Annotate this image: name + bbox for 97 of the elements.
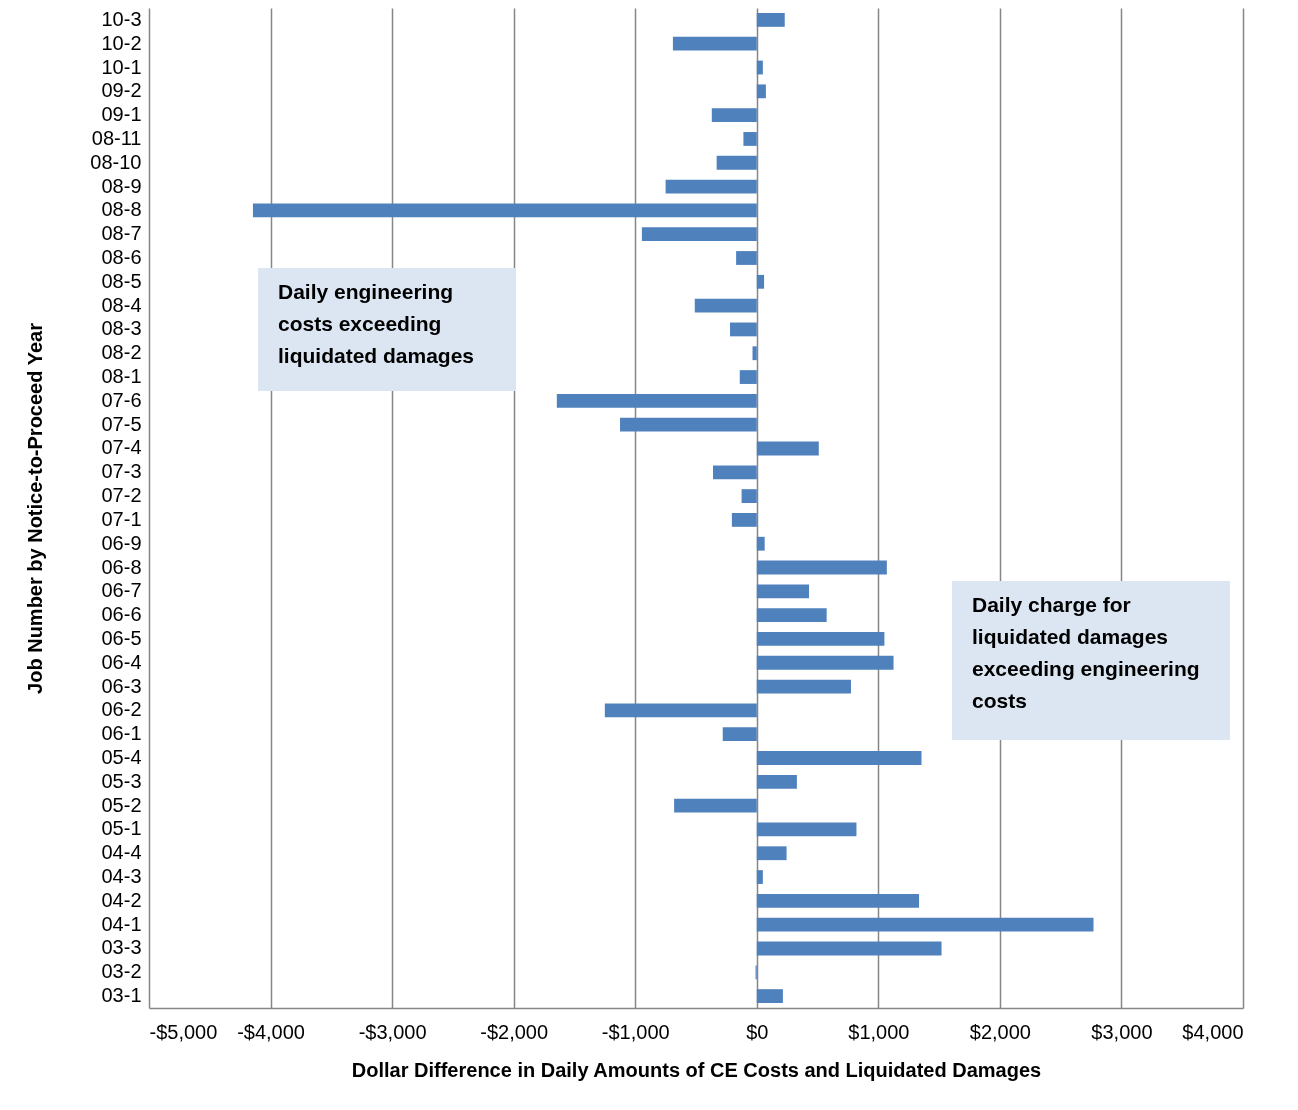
x-tick-label: -$2,000 <box>480 1020 549 1043</box>
bar <box>722 727 757 742</box>
y-tick-label: 09-1 <box>101 103 142 126</box>
y-tick-label: 08-2 <box>101 341 142 364</box>
y-tick-label: 08-1 <box>101 365 142 388</box>
bar <box>713 465 757 480</box>
y-tick-label: 05-4 <box>101 746 142 768</box>
y-tick-label: 04-4 <box>101 841 142 864</box>
y-tick-label: 06-1 <box>101 722 142 745</box>
bar <box>731 513 757 527</box>
bar <box>752 346 757 361</box>
y-tick-label: 07-3 <box>101 460 142 483</box>
x-tick-label: -$4,000 <box>237 1020 305 1043</box>
x-tick-label: $1,000 <box>848 1020 910 1043</box>
y-tick-label: 06-4 <box>101 650 142 673</box>
y-tick-label: 07-5 <box>101 412 142 435</box>
y-tick-label: 10-1 <box>101 55 142 78</box>
y-tick-label: 04-2 <box>101 888 142 911</box>
annotation: Daily charge for liquidated damages exceeding engineering costs <box>972 593 1200 712</box>
bar <box>756 751 922 765</box>
y-tick-label: 07-1 <box>101 507 142 530</box>
y-tick-label: 08-11 <box>91 126 142 149</box>
y-tick-label: 06-5 <box>101 626 142 649</box>
bar <box>556 393 757 408</box>
bar <box>739 370 757 384</box>
y-tick-label: 08-8 <box>101 198 142 221</box>
bar <box>620 417 757 432</box>
bar <box>741 489 757 503</box>
y-tick-label: 08-9 <box>101 174 142 197</box>
bar <box>756 655 894 670</box>
y-tick-label: 08-7 <box>101 222 142 245</box>
bar <box>756 60 763 75</box>
y-tick-label: 04-1 <box>101 912 142 935</box>
bar <box>756 870 763 884</box>
bar <box>756 560 887 575</box>
x-tick-label: $3,000 <box>1091 1020 1153 1043</box>
y-tick-label: 09-2 <box>101 79 142 102</box>
y-tick-label: 03-2 <box>101 960 142 983</box>
bar <box>672 36 757 51</box>
bar <box>665 179 757 194</box>
y-tick-label: 07-4 <box>101 436 142 459</box>
bar <box>736 251 757 265</box>
bar <box>756 989 783 1003</box>
annotation: Daily engineering costs exceeding liquidated damages <box>278 280 475 367</box>
bar <box>756 774 797 789</box>
y-tick-label: 10-3 <box>101 7 142 30</box>
bar <box>756 917 1094 932</box>
bar <box>756 274 765 289</box>
x-tick-label: $0 <box>746 1020 769 1043</box>
bar <box>756 846 787 861</box>
y-tick-label: 05-3 <box>101 769 142 792</box>
y-axis-title: Job Number by Notice-to-Proceed Year <box>24 322 47 694</box>
y-tick-label: 07-2 <box>101 484 142 507</box>
bar <box>756 84 766 99</box>
bar <box>756 893 920 908</box>
bar <box>756 632 885 646</box>
y-tick-label: 10-2 <box>101 31 142 54</box>
y-tick-label: 05-2 <box>101 793 142 816</box>
x-tick-label: $2,000 <box>969 1020 1031 1043</box>
bar <box>756 941 942 956</box>
y-tick-label: 06-8 <box>101 555 142 578</box>
bar <box>756 584 810 599</box>
y-tick-label: 08-6 <box>101 246 142 268</box>
bar <box>730 322 757 337</box>
y-tick-label: 06-2 <box>101 698 142 721</box>
x-axis-title: Dollar Difference in Daily Amounts of CE Costs and Liquidated Damages <box>351 1058 1042 1081</box>
y-tick-label: 08-10 <box>90 150 142 173</box>
bar <box>743 132 757 146</box>
bar <box>756 536 765 551</box>
x-tick-label: -$3,000 <box>358 1020 427 1043</box>
x-tick-label: $4,000 <box>1182 1020 1244 1043</box>
bar <box>674 798 757 813</box>
y-tick-label: 04-3 <box>101 865 142 888</box>
bar <box>756 679 851 694</box>
bar <box>604 703 757 718</box>
bar <box>756 608 827 623</box>
bar <box>694 298 757 313</box>
y-tick-label: 06-6 <box>101 603 142 626</box>
y-tick-label: 05-1 <box>101 817 142 840</box>
x-tick-label: -$5,000 <box>149 1020 218 1043</box>
bar <box>252 203 757 218</box>
y-tick-label: 06-9 <box>101 531 142 554</box>
bar <box>641 227 757 242</box>
y-tick-label: 08-3 <box>101 317 142 340</box>
y-tick-label: 06-3 <box>101 674 142 697</box>
y-tick-label: 06-7 <box>101 579 142 602</box>
bar <box>756 13 785 27</box>
bar <box>756 441 819 456</box>
bar <box>756 822 857 837</box>
bar <box>711 108 757 123</box>
y-tick-label: 03-1 <box>101 984 142 1007</box>
bar <box>716 155 757 170</box>
y-tick-label: 08-5 <box>101 269 142 292</box>
y-tick-label: 03-3 <box>101 936 142 959</box>
x-tick-label: -$1,000 <box>601 1020 670 1043</box>
y-tick-label: 08-4 <box>101 293 142 316</box>
y-tick-label: 07-6 <box>101 388 142 411</box>
